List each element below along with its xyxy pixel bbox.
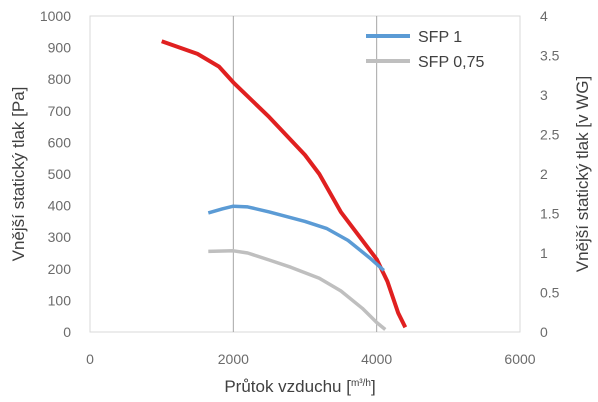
legend: SFP 1 SFP 0,75 <box>366 29 485 71</box>
y-tick-label: 300 <box>48 229 72 245</box>
y-tick-label: 100 <box>48 292 72 308</box>
x-axis-title-main: Průtok vzduchu [ <box>224 377 351 396</box>
y-tick-label: 200 <box>48 261 72 277</box>
x-axis-title-unit: m³/h <box>351 378 371 389</box>
y-tick-label: 500 <box>48 166 72 182</box>
legend-label-sfp-1: SFP 1 <box>418 29 462 46</box>
series-line-sfp-1 <box>207 204 385 272</box>
series-line-sfp-075 <box>208 249 387 331</box>
y-tick-label: 1000 <box>40 8 71 24</box>
series-line-fan-curve <box>161 39 408 329</box>
x-axis-ticks: 0 2000 4000 6000 <box>86 351 536 367</box>
grid-lines <box>232 16 378 332</box>
x-axis-title: Průtok vzduchu [m³/h] <box>224 377 375 396</box>
x-tick-label: 6000 <box>504 351 535 367</box>
y-tick-label: 900 <box>48 40 72 56</box>
y-tick-label: 0 <box>63 324 71 340</box>
y2-tick-label: 4 <box>540 8 548 24</box>
plot-frame <box>89 15 521 333</box>
y2-tick-label: 1.5 <box>540 206 560 222</box>
y2-tick-label: 2.5 <box>540 127 560 143</box>
y-tick-label: 800 <box>48 71 72 87</box>
y2-axis-ticks: 0 0.5 1 1.5 2 2.5 3 3.5 4 <box>540 8 560 340</box>
y2-tick-label: 3.5 <box>540 48 560 64</box>
legend-label-sfp-075: SFP 0,75 <box>418 54 485 71</box>
y2-tick-label: 0 <box>540 324 548 340</box>
y2-tick-label: 3 <box>540 87 548 103</box>
x-tick-label: 2000 <box>218 351 249 367</box>
y-axis-ticks: 0 100 200 300 400 500 600 700 800 900 1000 <box>40 8 71 340</box>
y-tick-label: 400 <box>48 198 72 214</box>
y-axis-title: Vnější statický tlak [Pa] <box>9 87 28 262</box>
y2-tick-label: 1 <box>540 245 548 261</box>
y-tick-label: 600 <box>48 134 72 150</box>
y2-tick-label: 2 <box>540 166 548 182</box>
x-tick-label: 4000 <box>361 351 392 367</box>
y2-axis-title: Vnější statický tlak [v WG] <box>573 76 592 273</box>
y2-tick-label: 0.5 <box>540 285 560 301</box>
series-lines <box>161 39 408 331</box>
y-tick-label: 700 <box>48 103 72 119</box>
x-axis-title-close: ] <box>371 377 376 396</box>
x-tick-label: 0 <box>86 351 94 367</box>
